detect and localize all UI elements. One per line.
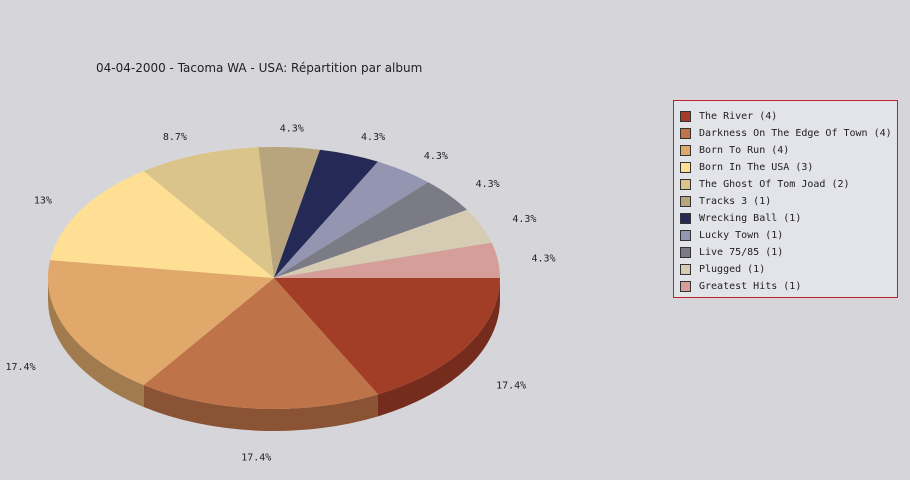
pie-slice-the-ghost-of-tom-joad (143, 147, 274, 278)
legend-label: The Ghost Of Tom Joad (2) (699, 178, 850, 190)
legend-label: Live 75/85 (1) (699, 246, 784, 258)
chart-title: 04-04-2000 - Tacoma WA - USA: Répartitio… (96, 61, 423, 75)
legend-label: Plugged (1) (699, 263, 766, 275)
legend-swatch (680, 263, 691, 275)
legend-item-wrecking-ball: Wrecking Ball (1) (680, 211, 801, 225)
legend-item-the-ghost-of-tom-joad: The Ghost Of Tom Joad (2) (680, 177, 850, 191)
pct-label-greatest-hits: 4.3% (531, 253, 555, 264)
legend-swatch (680, 161, 691, 173)
legend-label: Born In The USA (3) (699, 161, 814, 173)
pie-slice-greatest-hits (274, 242, 500, 278)
pie-side-the-river (377, 278, 500, 417)
legend-swatch (680, 195, 691, 207)
pie-slice-tracks-3 (258, 147, 320, 278)
legend-swatch (680, 178, 691, 190)
pie-slice-darkness-on-the-edge-of-town (143, 278, 378, 410)
pct-label-darkness-on-the-edge-of-town: 17.4% (241, 452, 271, 463)
pie-slice-born-to-run (48, 260, 274, 386)
pie-side-born-to-run (47, 278, 144, 408)
pct-label-lucky-town: 4.3% (424, 151, 448, 162)
pct-label-wrecking-ball: 4.3% (361, 132, 385, 143)
legend-label: Tracks 3 (1) (699, 195, 772, 207)
legend-swatch (680, 144, 691, 156)
pie-slice-lucky-town (274, 161, 429, 278)
pie-side-faces (47, 278, 500, 431)
legend-label: Greatest Hits (1) (699, 280, 802, 292)
legend-item-tracks-3: Tracks 3 (1) (680, 194, 771, 208)
legend-swatch (680, 246, 691, 258)
legend-label: Born To Run (4) (699, 144, 790, 156)
legend-label: Wrecking Ball (1) (699, 212, 802, 224)
pct-label-born-to-run: 17.4% (6, 362, 36, 373)
pie-slice-plugged (274, 209, 492, 278)
legend-swatch (680, 280, 691, 292)
pie-slice-born-in-the-usa (50, 170, 274, 278)
legend-item-live-75-85: Live 75/85 (1) (680, 245, 783, 259)
pie-slice-wrecking-ball (274, 149, 378, 278)
pie-slice-live-75-85 (274, 182, 468, 278)
legend-label: Darkness On The Edge Of Town (4) (699, 127, 892, 139)
pie-side-darkness-on-the-edge-of-town (143, 385, 378, 431)
pct-label-live-75-85: 4.3% (476, 179, 500, 190)
pct-label-born-in-the-usa: 13% (34, 196, 52, 207)
legend-label: The River (4) (699, 110, 778, 122)
legend-label: Lucky Town (1) (699, 229, 784, 241)
legend-swatch (680, 127, 691, 139)
legend: The River (4) Darkness On The Edge Of Tow… (673, 100, 898, 298)
legend-item-plugged: Plugged (1) (680, 262, 765, 276)
pct-label-the-ghost-of-tom-joad: 8.7% (163, 132, 187, 143)
legend-item-darkness-on-the-edge-of-town: Darkness On The Edge Of Town (4) (680, 126, 892, 140)
pct-label-tracks-3: 4.3% (280, 124, 304, 135)
legend-item-lucky-town: Lucky Town (1) (680, 228, 783, 242)
pie-percentage-labels: 17.4% 17.4% 17.4% 13% 8.7% 4.3% 4.3% 4.3% 4.3% 4.… (6, 124, 556, 464)
pct-label-the-river: 17.4% (496, 380, 526, 391)
legend-swatch (680, 212, 691, 224)
legend-item-born-in-the-usa: Born In The USA (3) (680, 160, 813, 174)
pie-slice-the-river (274, 278, 500, 395)
legend-item-born-to-run: Born To Run (4) (680, 143, 789, 157)
legend-item-the-river: The River (4) (680, 109, 777, 123)
pct-label-plugged: 4.3% (512, 214, 536, 225)
legend-swatch (680, 110, 691, 122)
pie-top-faces (48, 147, 500, 410)
legend-item-greatest-hits: Greatest Hits (1) (680, 279, 801, 293)
legend-swatch (680, 229, 691, 241)
